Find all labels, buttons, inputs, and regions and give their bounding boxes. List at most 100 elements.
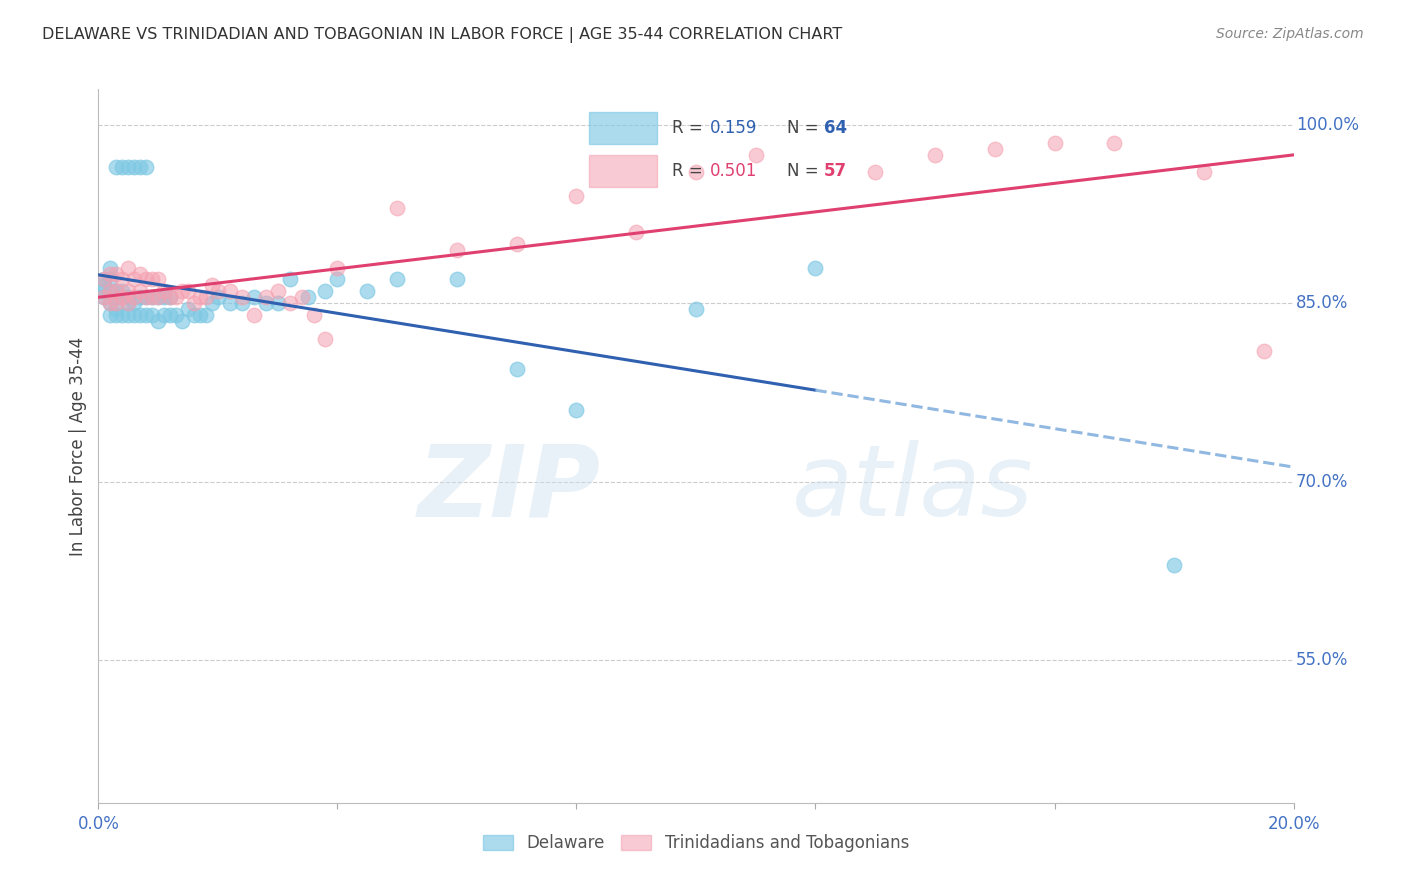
Point <box>98 296 122 310</box>
Point <box>231 296 253 310</box>
Text: 100.0%: 100.0% <box>1296 116 1360 134</box>
Point <box>194 308 218 322</box>
Point <box>105 308 128 322</box>
Point <box>93 272 115 286</box>
Point <box>98 272 122 286</box>
Text: ZIP: ZIP <box>418 441 600 537</box>
Point <box>1104 136 1126 150</box>
Point <box>117 290 139 304</box>
Point <box>302 308 325 322</box>
Point <box>124 290 146 304</box>
Text: DELAWARE VS TRINIDADIAN AND TOBAGONIAN IN LABOR FORCE | AGE 35-44 CORRELATION CH: DELAWARE VS TRINIDADIAN AND TOBAGONIAN I… <box>42 27 842 43</box>
Point <box>506 361 529 376</box>
Y-axis label: In Labor Force | Age 35-44: In Labor Force | Age 35-44 <box>69 336 87 556</box>
Point <box>177 302 200 317</box>
Text: 55.0%: 55.0% <box>1296 651 1348 669</box>
Point <box>172 285 194 299</box>
Point <box>105 296 128 310</box>
Point <box>745 147 768 161</box>
Point <box>446 243 468 257</box>
Point <box>124 272 146 286</box>
Point <box>129 285 152 299</box>
Point <box>1253 343 1275 358</box>
Point <box>111 285 134 299</box>
Point <box>1163 558 1185 572</box>
Point <box>983 142 1005 156</box>
Point <box>135 290 157 304</box>
Point <box>159 290 181 304</box>
Point <box>356 285 378 299</box>
Point <box>117 285 139 299</box>
Point <box>219 285 242 299</box>
Point <box>111 272 134 286</box>
Point <box>188 308 211 322</box>
Point <box>924 147 946 161</box>
Point <box>124 308 146 322</box>
Point <box>148 314 170 328</box>
Point <box>105 160 128 174</box>
Point <box>148 290 170 304</box>
Point <box>135 272 157 286</box>
Point <box>105 285 128 299</box>
Text: 64: 64 <box>824 119 846 136</box>
Point <box>98 308 122 322</box>
Text: N =: N = <box>787 162 824 180</box>
Point <box>254 290 277 304</box>
Point <box>183 308 205 322</box>
Bar <box>589 155 657 187</box>
Point <box>267 296 290 310</box>
Point <box>135 160 157 174</box>
Point <box>219 296 242 310</box>
Point <box>135 308 157 322</box>
Point <box>141 308 163 322</box>
Point <box>105 290 128 304</box>
Point <box>207 285 229 299</box>
Point <box>326 272 349 286</box>
Point <box>141 290 163 304</box>
Point <box>159 290 181 304</box>
Point <box>231 290 253 304</box>
Point <box>93 290 115 304</box>
Point <box>148 272 170 286</box>
Point <box>129 160 152 174</box>
Legend: Delaware, Trinidadians and Tobagonians: Delaware, Trinidadians and Tobagonians <box>477 828 915 859</box>
Point <box>117 160 139 174</box>
Point <box>207 290 229 304</box>
Point <box>129 308 152 322</box>
Point <box>278 296 301 310</box>
Point <box>267 285 290 299</box>
Text: N =: N = <box>787 119 824 136</box>
Point <box>1043 136 1066 150</box>
Point <box>165 308 187 322</box>
Point <box>93 272 115 286</box>
Point <box>153 290 176 304</box>
Point <box>141 290 163 304</box>
Point <box>385 201 409 215</box>
Point <box>111 290 134 304</box>
Point <box>98 267 122 281</box>
Text: 70.0%: 70.0% <box>1296 473 1348 491</box>
Point <box>290 290 312 304</box>
Point <box>117 296 139 310</box>
Point <box>129 290 152 304</box>
Text: atlas: atlas <box>792 441 1033 537</box>
Point <box>177 285 200 299</box>
Point <box>117 308 139 322</box>
Point <box>243 308 266 322</box>
Point <box>315 285 337 299</box>
Point <box>624 225 647 239</box>
Point <box>111 160 134 174</box>
Point <box>124 160 146 174</box>
Point <box>685 302 707 317</box>
Point <box>111 308 134 322</box>
Point <box>326 260 349 275</box>
Point <box>278 272 301 286</box>
Point <box>129 267 152 281</box>
Point <box>124 296 146 310</box>
Point <box>93 278 115 293</box>
Point <box>201 278 224 293</box>
Point <box>565 403 588 417</box>
Point <box>98 285 122 299</box>
Point <box>148 290 170 304</box>
Point <box>93 290 115 304</box>
